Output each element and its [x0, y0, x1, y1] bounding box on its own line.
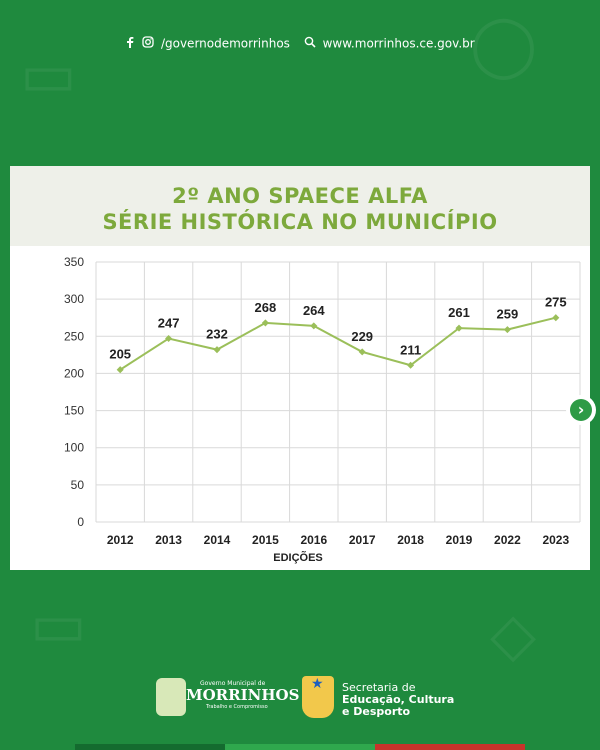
- data-point: [455, 324, 463, 332]
- municipal-slogan: Trabalho e Compromisso: [206, 704, 268, 710]
- y-tick-label: 150: [64, 404, 84, 418]
- stripe-red: [375, 744, 525, 750]
- x-tick-label: 2013: [155, 533, 182, 547]
- secretaria-line-1: Secretaria de: [342, 681, 416, 694]
- x-tick-label: 2023: [542, 533, 569, 547]
- social-handle[interactable]: /governodemorrinhos: [160, 36, 290, 51]
- series-line: [119, 316, 557, 371]
- stripe-green-base: [0, 744, 75, 750]
- municipal-seal-logo: [156, 678, 186, 716]
- chart-title-line-1: 2º ANO SPAECE ALFA: [172, 184, 428, 208]
- data-point: [503, 326, 511, 334]
- search-icon: [304, 36, 316, 51]
- stripe-dark-green: [75, 744, 225, 750]
- x-tick-label: 2012: [107, 533, 134, 547]
- y-tick-label: 350: [64, 255, 84, 269]
- x-tick-label: 2017: [349, 533, 376, 547]
- line-chart: 0 50 100 150 200 250 300 350 2012 2013 2014 2015 201…: [64, 255, 581, 564]
- chevron-right-icon: ›: [570, 399, 592, 421]
- data-label: 229: [351, 329, 373, 344]
- municipal-prefix: Governo Municipal de: [200, 680, 266, 687]
- y-tick-label: 300: [64, 292, 84, 306]
- data-label: 275: [545, 295, 567, 310]
- data-label: 261: [448, 305, 470, 320]
- data-label: 211: [400, 342, 421, 357]
- doodle-globe-icon: ◯: [470, 10, 538, 80]
- x-tick-label: 2019: [446, 533, 473, 547]
- chart-header: 2º ANO SPAECE ALFA SÉRIE HISTÓRICA NO MU…: [10, 166, 590, 246]
- data-point: [165, 334, 173, 343]
- chart-card: 2º ANO SPAECE ALFA SÉRIE HISTÓRICA NO MU…: [10, 166, 590, 570]
- website-link[interactable]: www.morrinhos.ce.gov.br: [322, 36, 475, 51]
- x-tick-label: 2016: [300, 533, 327, 547]
- y-tick-label: 50: [71, 478, 85, 492]
- data-label: 259: [497, 307, 519, 322]
- instagram-icon[interactable]: [142, 36, 154, 51]
- secretaria-line-3: e Desporto: [342, 705, 411, 718]
- doodle-cube-icon: ◇: [490, 600, 537, 670]
- data-point: [407, 361, 415, 369]
- data-point: [213, 346, 221, 354]
- data-label: 247: [158, 316, 180, 331]
- top-contact-bar: /governodemorrinhos www.morrinhos.ce.gov…: [0, 36, 600, 51]
- y-tick-label: 0: [77, 515, 84, 529]
- municipal-name: MORRINHOS: [186, 686, 300, 704]
- data-label: 232: [206, 327, 228, 342]
- secretaria-line-2: Educação, Cultura: [342, 693, 455, 706]
- data-point: [261, 319, 269, 327]
- y-tick-label: 250: [64, 329, 84, 343]
- next-slide-button[interactable]: ›: [566, 395, 596, 425]
- data-point: [358, 348, 366, 356]
- facebook-icon[interactable]: [125, 36, 135, 51]
- x-tick-label: 2015: [252, 533, 279, 547]
- y-tick-label: 200: [64, 366, 84, 380]
- chart-title-line-2: SÉRIE HISTÓRICA NO MUNICÍPIO: [102, 210, 498, 234]
- star-icon: ★: [311, 676, 324, 692]
- y-tick-label: 100: [64, 441, 84, 455]
- data-label: 264: [303, 303, 325, 318]
- doodle-book-icon-2: ▭: [30, 590, 87, 660]
- x-axis-label: EDIÇÕES: [273, 551, 323, 564]
- x-tick-label: 2022: [494, 533, 521, 547]
- secretaria-text: Secretaria de Educação, Cultura e Despor…: [342, 682, 454, 718]
- footer-logos: Governo Municipal de MORRINHOS Trabalho …: [150, 676, 460, 720]
- doodle-book-icon: ▭: [20, 40, 77, 110]
- x-tick-label: 2014: [204, 533, 231, 547]
- data-point: [310, 322, 318, 330]
- x-tick-label: 2018: [397, 533, 424, 547]
- data-label: 268: [255, 300, 277, 315]
- stripe-light-green: [225, 744, 375, 750]
- data-label: 205: [109, 347, 131, 362]
- coat-of-arms-logo: ★: [302, 676, 334, 718]
- data-point: [552, 314, 560, 322]
